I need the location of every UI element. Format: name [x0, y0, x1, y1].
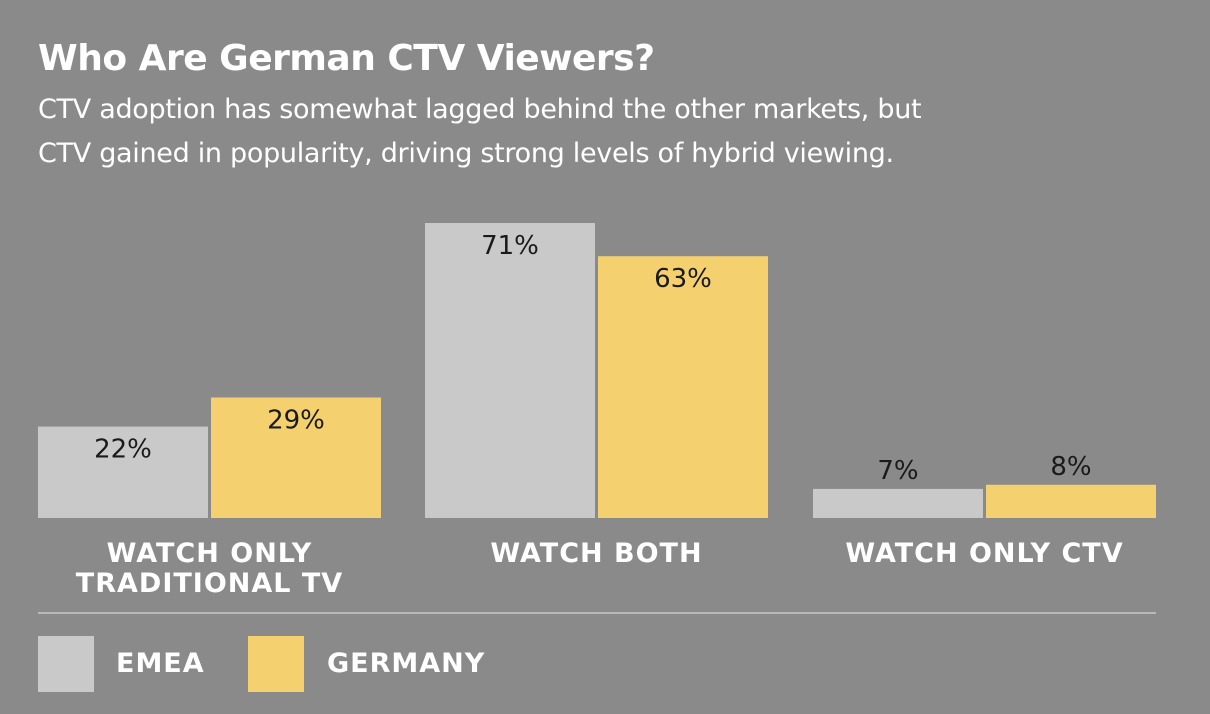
category-label-2: WATCH BOTH: [490, 538, 702, 569]
value-label-germany-2: 63%: [654, 264, 712, 294]
legend-label-emea: EMEA: [116, 648, 205, 679]
category-label-1: WATCH ONLY TRADITIONAL TV: [76, 538, 343, 599]
value-label-emea-3: 7%: [877, 456, 918, 486]
subtitle-line-1: CTV adoption has somewhat lagged behind …: [38, 94, 922, 125]
category-label-line-1-2: TRADITIONAL TV: [76, 568, 343, 599]
bar-germany-1: [211, 397, 381, 518]
category-label-3: WATCH ONLY CTV: [845, 538, 1123, 569]
bar-emea-3: [813, 488, 983, 518]
chart-subtitle: CTV adoption has somewhat lagged behind …: [38, 88, 1178, 176]
legend-swatch-emea: [38, 636, 94, 692]
value-label-emea-1: 22%: [94, 435, 152, 465]
bar-emea-1: [38, 426, 208, 518]
legend-label-germany: GERMANY: [327, 648, 486, 679]
subtitle-line-2: CTV gained in popularity, driving strong…: [38, 138, 894, 169]
category-label-line-2-1: WATCH BOTH: [490, 538, 702, 569]
legend-swatch-germany: [248, 636, 304, 692]
bar-emea-2: [425, 222, 595, 518]
bar-germany-3: [986, 484, 1156, 518]
legend-divider: [38, 612, 1156, 614]
bar-germany-2: [598, 256, 768, 518]
value-label-germany-3: 8%: [1050, 452, 1091, 482]
category-label-line-1-1: WATCH ONLY: [107, 538, 313, 569]
chart-title: Who Are German CTV Viewers?: [38, 38, 655, 79]
value-label-germany-1: 29%: [267, 406, 325, 436]
value-label-emea-2: 71%: [481, 231, 539, 261]
category-label-line-3-1: WATCH ONLY CTV: [845, 538, 1123, 569]
